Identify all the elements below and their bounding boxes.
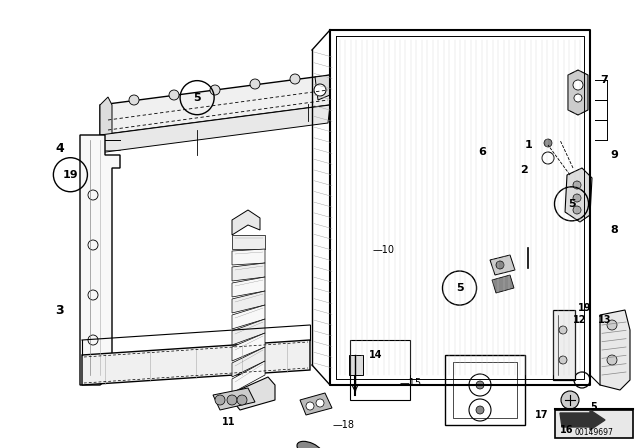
Circle shape (306, 402, 314, 410)
Circle shape (237, 395, 247, 405)
Text: —18: —18 (333, 420, 355, 430)
Polygon shape (232, 263, 265, 281)
Text: 7: 7 (600, 75, 608, 85)
Circle shape (250, 79, 260, 89)
Polygon shape (98, 105, 330, 153)
Text: 16: 16 (560, 425, 573, 435)
Polygon shape (232, 277, 265, 297)
Polygon shape (232, 319, 265, 345)
Polygon shape (300, 393, 332, 415)
Polygon shape (232, 333, 265, 361)
Text: 13: 13 (598, 315, 611, 325)
Circle shape (476, 406, 484, 414)
Circle shape (290, 74, 300, 84)
Circle shape (215, 395, 225, 405)
Circle shape (573, 206, 581, 214)
Text: 17: 17 (535, 410, 548, 420)
Bar (453, 362, 517, 418)
Polygon shape (100, 97, 112, 135)
Bar (555, 410, 633, 438)
Text: 00149697: 00149697 (575, 427, 613, 436)
Circle shape (607, 320, 617, 330)
Polygon shape (232, 305, 265, 329)
Text: 4: 4 (55, 142, 64, 155)
Text: 19: 19 (578, 303, 591, 313)
Bar (350, 340, 410, 400)
Circle shape (607, 355, 617, 365)
Text: 5: 5 (568, 199, 575, 209)
Polygon shape (232, 377, 275, 410)
Polygon shape (568, 70, 588, 115)
Polygon shape (315, 75, 330, 100)
Circle shape (559, 356, 567, 364)
Circle shape (561, 391, 579, 409)
Text: 1: 1 (525, 140, 532, 150)
Text: 8: 8 (610, 225, 618, 235)
Circle shape (574, 372, 590, 388)
Text: —10: —10 (373, 245, 395, 255)
Circle shape (314, 84, 326, 96)
Text: 5: 5 (193, 93, 201, 103)
Text: 19: 19 (63, 170, 78, 180)
Polygon shape (232, 361, 265, 393)
Polygon shape (232, 291, 265, 313)
Circle shape (316, 399, 324, 407)
Ellipse shape (297, 441, 323, 448)
Polygon shape (232, 210, 260, 235)
Text: 9: 9 (610, 150, 618, 160)
Circle shape (574, 94, 582, 102)
Polygon shape (80, 135, 120, 385)
Polygon shape (560, 410, 605, 430)
Circle shape (573, 80, 583, 90)
Text: 11: 11 (222, 417, 236, 427)
Polygon shape (232, 347, 265, 377)
Polygon shape (492, 275, 514, 293)
Text: 14: 14 (369, 350, 383, 360)
Bar (349, 355, 363, 375)
Text: —15: —15 (400, 378, 422, 388)
Polygon shape (213, 388, 255, 410)
Circle shape (542, 152, 554, 164)
Circle shape (573, 194, 581, 202)
Text: 12: 12 (573, 315, 586, 325)
Polygon shape (600, 310, 630, 390)
Circle shape (544, 139, 552, 147)
Text: 2: 2 (520, 165, 528, 175)
Text: 3: 3 (55, 303, 63, 316)
Polygon shape (232, 249, 265, 265)
Polygon shape (82, 340, 310, 385)
Circle shape (496, 261, 504, 269)
Circle shape (227, 395, 237, 405)
Polygon shape (100, 75, 330, 135)
Text: 5: 5 (590, 402, 596, 412)
Circle shape (129, 95, 139, 105)
Polygon shape (565, 168, 592, 222)
Text: 5: 5 (456, 283, 463, 293)
Text: 6: 6 (478, 147, 486, 157)
Polygon shape (490, 255, 515, 275)
Bar (445, 355, 525, 425)
Circle shape (573, 181, 581, 189)
Circle shape (169, 90, 179, 100)
Circle shape (559, 326, 567, 334)
Circle shape (476, 381, 484, 389)
Circle shape (210, 85, 220, 95)
Bar (553, 310, 575, 380)
Polygon shape (232, 235, 265, 249)
